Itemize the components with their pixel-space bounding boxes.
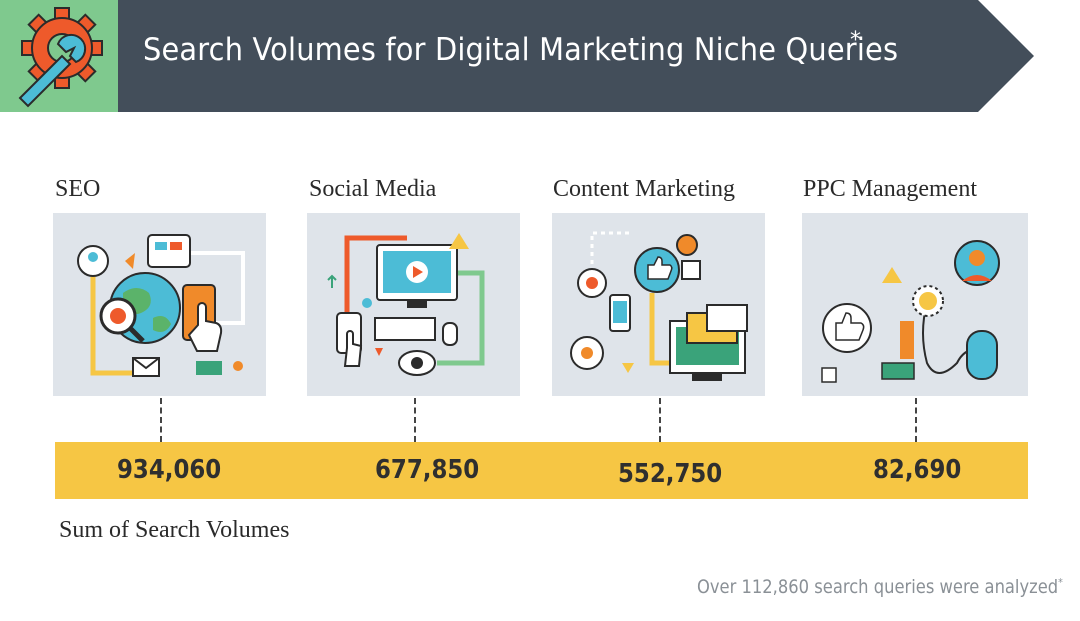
page-title: Search Volumes for Digital Marketing Nic… — [143, 32, 899, 68]
social-media-illustration-icon — [307, 213, 520, 396]
connector-line — [659, 398, 661, 442]
connector-line — [915, 398, 917, 442]
connector-line — [414, 398, 416, 442]
category-label-content-marketing: Content Marketing — [553, 176, 735, 202]
footnote: Over 112,860 search queries were analyze… — [697, 576, 1063, 598]
gear-wrench-icon — [0, 0, 118, 112]
value-social-media: 677,850 — [375, 455, 480, 485]
value-content-marketing: 552,750 — [618, 459, 723, 489]
value-ppc-management: 82,690 — [873, 455, 962, 485]
footnote-text: Over 112,860 search queries were analyze… — [697, 576, 1059, 598]
connector-line — [160, 398, 162, 442]
category-label-social-media: Social Media — [309, 176, 437, 202]
category-label-seo: SEO — [55, 176, 101, 202]
footnote-asterisk: * — [1058, 576, 1063, 589]
ppc-management-illustration-icon — [802, 213, 1028, 396]
seo-illustration-icon — [53, 213, 266, 396]
content-marketing-illustration-icon — [552, 213, 765, 396]
sum-label: Sum of Search Volumes — [59, 517, 290, 543]
title-asterisk: * — [850, 28, 861, 53]
value-seo: 934,060 — [117, 455, 222, 485]
category-label-ppc-management: PPC Management — [803, 176, 977, 202]
title-banner: Search Volumes for Digital Marketing Nic… — [0, 0, 1034, 112]
values-bar — [55, 442, 1028, 499]
